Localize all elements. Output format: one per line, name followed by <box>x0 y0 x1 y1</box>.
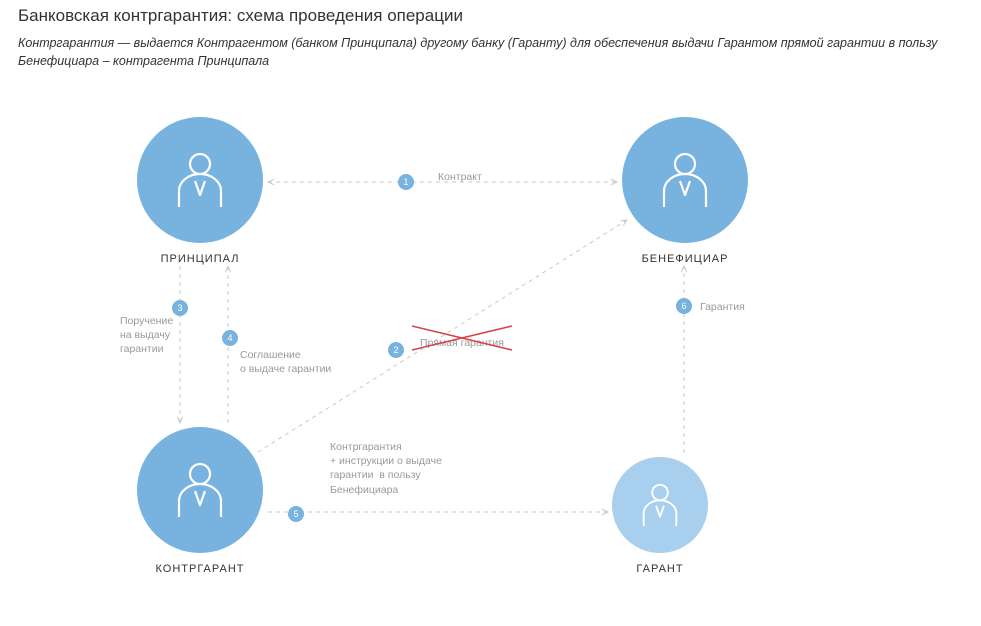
edge-badge-5: 5 <box>288 506 304 522</box>
edge-badge-1: 1 <box>398 174 414 190</box>
node-garant: ГАРАНТ <box>612 457 708 575</box>
edge-label-1: Контракт <box>438 170 482 184</box>
flowchart: ПРИНЦИПАЛ БЕНЕФИЦИАР КОНТРГАРАНТ <box>0 90 981 626</box>
node-beneficiar: БЕНЕФИЦИАР <box>622 117 748 265</box>
page-title: Банковская контргарантия: схема проведен… <box>18 6 463 26</box>
node-label: ПРИНЦИПАЛ <box>137 253 263 265</box>
edge-label-4: Соглашение о выдаче гарантии <box>240 348 331 376</box>
edge-badge-2: 2 <box>388 342 404 358</box>
node-principal: ПРИНЦИПАЛ <box>137 117 263 265</box>
page-subtitle: Контргарантия — выдается Контрагентом (б… <box>18 34 963 70</box>
person-icon <box>658 151 712 209</box>
node-label: ГАРАНТ <box>612 563 708 575</box>
person-icon <box>173 151 227 209</box>
person-icon <box>173 461 227 519</box>
edge-badge-3: 3 <box>172 300 188 316</box>
person-icon <box>639 482 681 528</box>
edge-badge-6: 6 <box>676 298 692 314</box>
edge-label-5: Контргарантия + инструкции о выдаче гара… <box>330 440 442 497</box>
node-label: КОНТРГАРАНТ <box>137 563 263 575</box>
edge-label-3: Поручение на выдачу гарантии <box>120 314 173 357</box>
edge-label-6: Гарантия <box>700 300 745 314</box>
node-kontrgarant: КОНТРГАРАНТ <box>137 427 263 575</box>
node-label: БЕНЕФИЦИАР <box>622 253 748 265</box>
edge-badge-4: 4 <box>222 330 238 346</box>
x-mark-icon <box>408 322 516 354</box>
